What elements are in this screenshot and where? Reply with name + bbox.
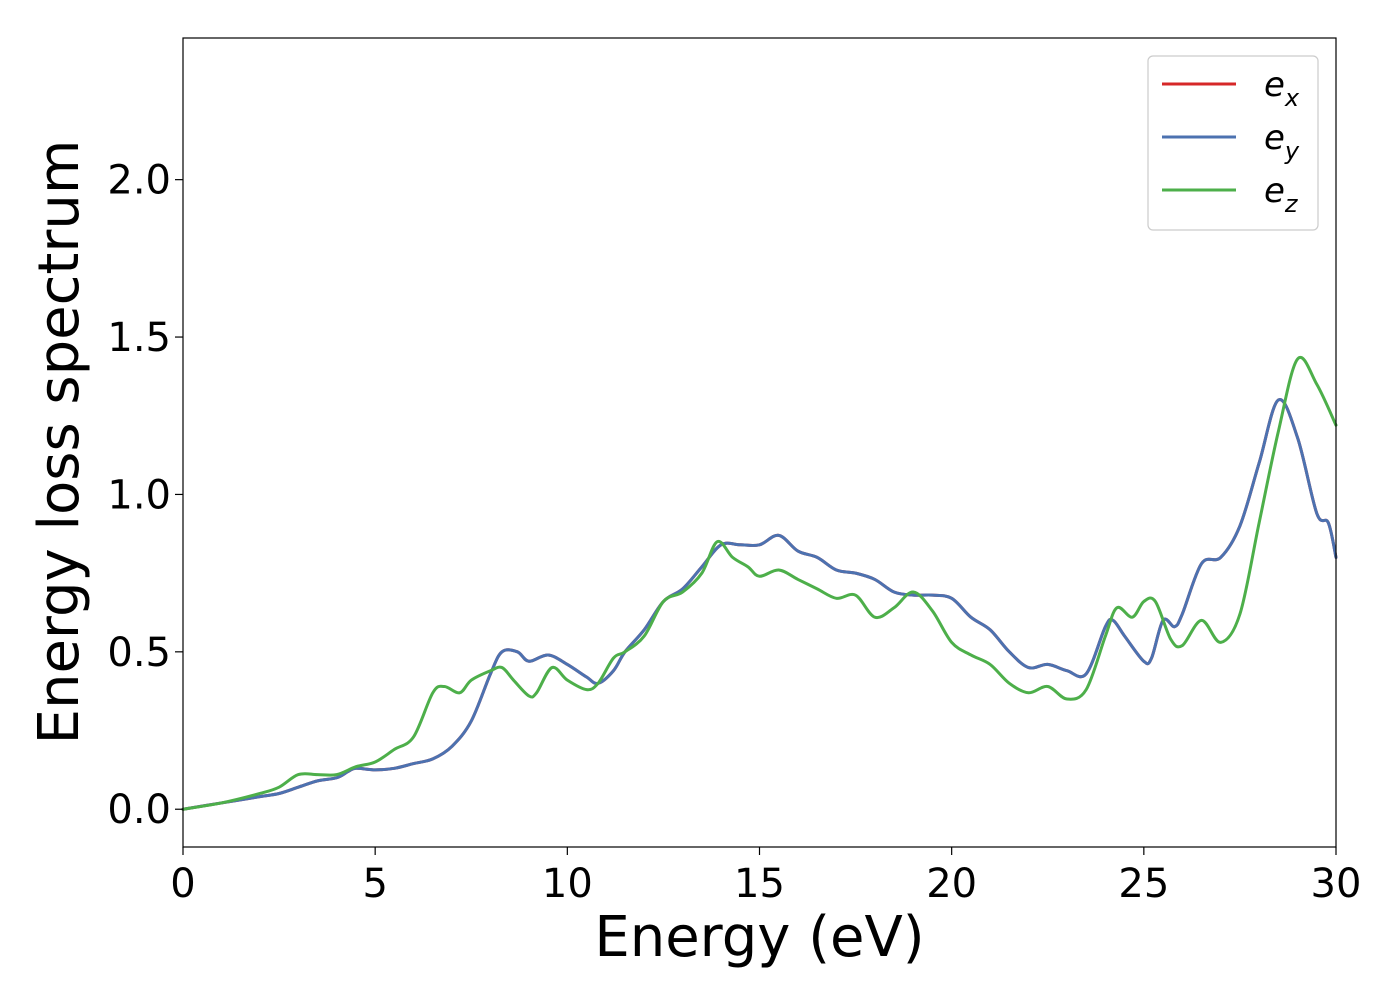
legend-label-ex: ex (1264, 65, 1300, 112)
legend-label-ey: ey (1264, 118, 1300, 165)
x-tick-label: 0 (170, 861, 195, 907)
x-tick-label: 5 (362, 861, 387, 907)
x-axis: 0 5 10 15 20 25 30 (170, 847, 1361, 907)
x-tick-label: 20 (926, 861, 977, 907)
series-line-ey (181, 398, 1338, 811)
x-axis-title: Energy (eV) (594, 905, 924, 970)
legend-label-ez: ez (1264, 171, 1299, 218)
series-layer (181, 355, 1338, 811)
plot-area (183, 38, 1336, 847)
y-axis: 0.0 0.5 1.0 1.5 2.0 (107, 158, 183, 833)
x-tick-label: 15 (734, 861, 785, 907)
series-line-ez (181, 355, 1338, 811)
y-tick-label: 2.0 (107, 158, 171, 204)
y-tick-label: 1.0 (107, 472, 171, 518)
x-tick-label: 10 (542, 861, 593, 907)
y-axis-title: Energy loss spectrum (27, 140, 92, 745)
y-tick-label: 1.5 (107, 315, 171, 361)
legend-box (1147, 55, 1319, 231)
legend: ex ey ez (1147, 55, 1319, 231)
y-tick-label: 0.0 (107, 787, 171, 833)
x-tick-label: 25 (1118, 861, 1169, 907)
x-tick-label: 30 (1311, 861, 1362, 907)
y-tick-label: 0.5 (107, 630, 171, 676)
